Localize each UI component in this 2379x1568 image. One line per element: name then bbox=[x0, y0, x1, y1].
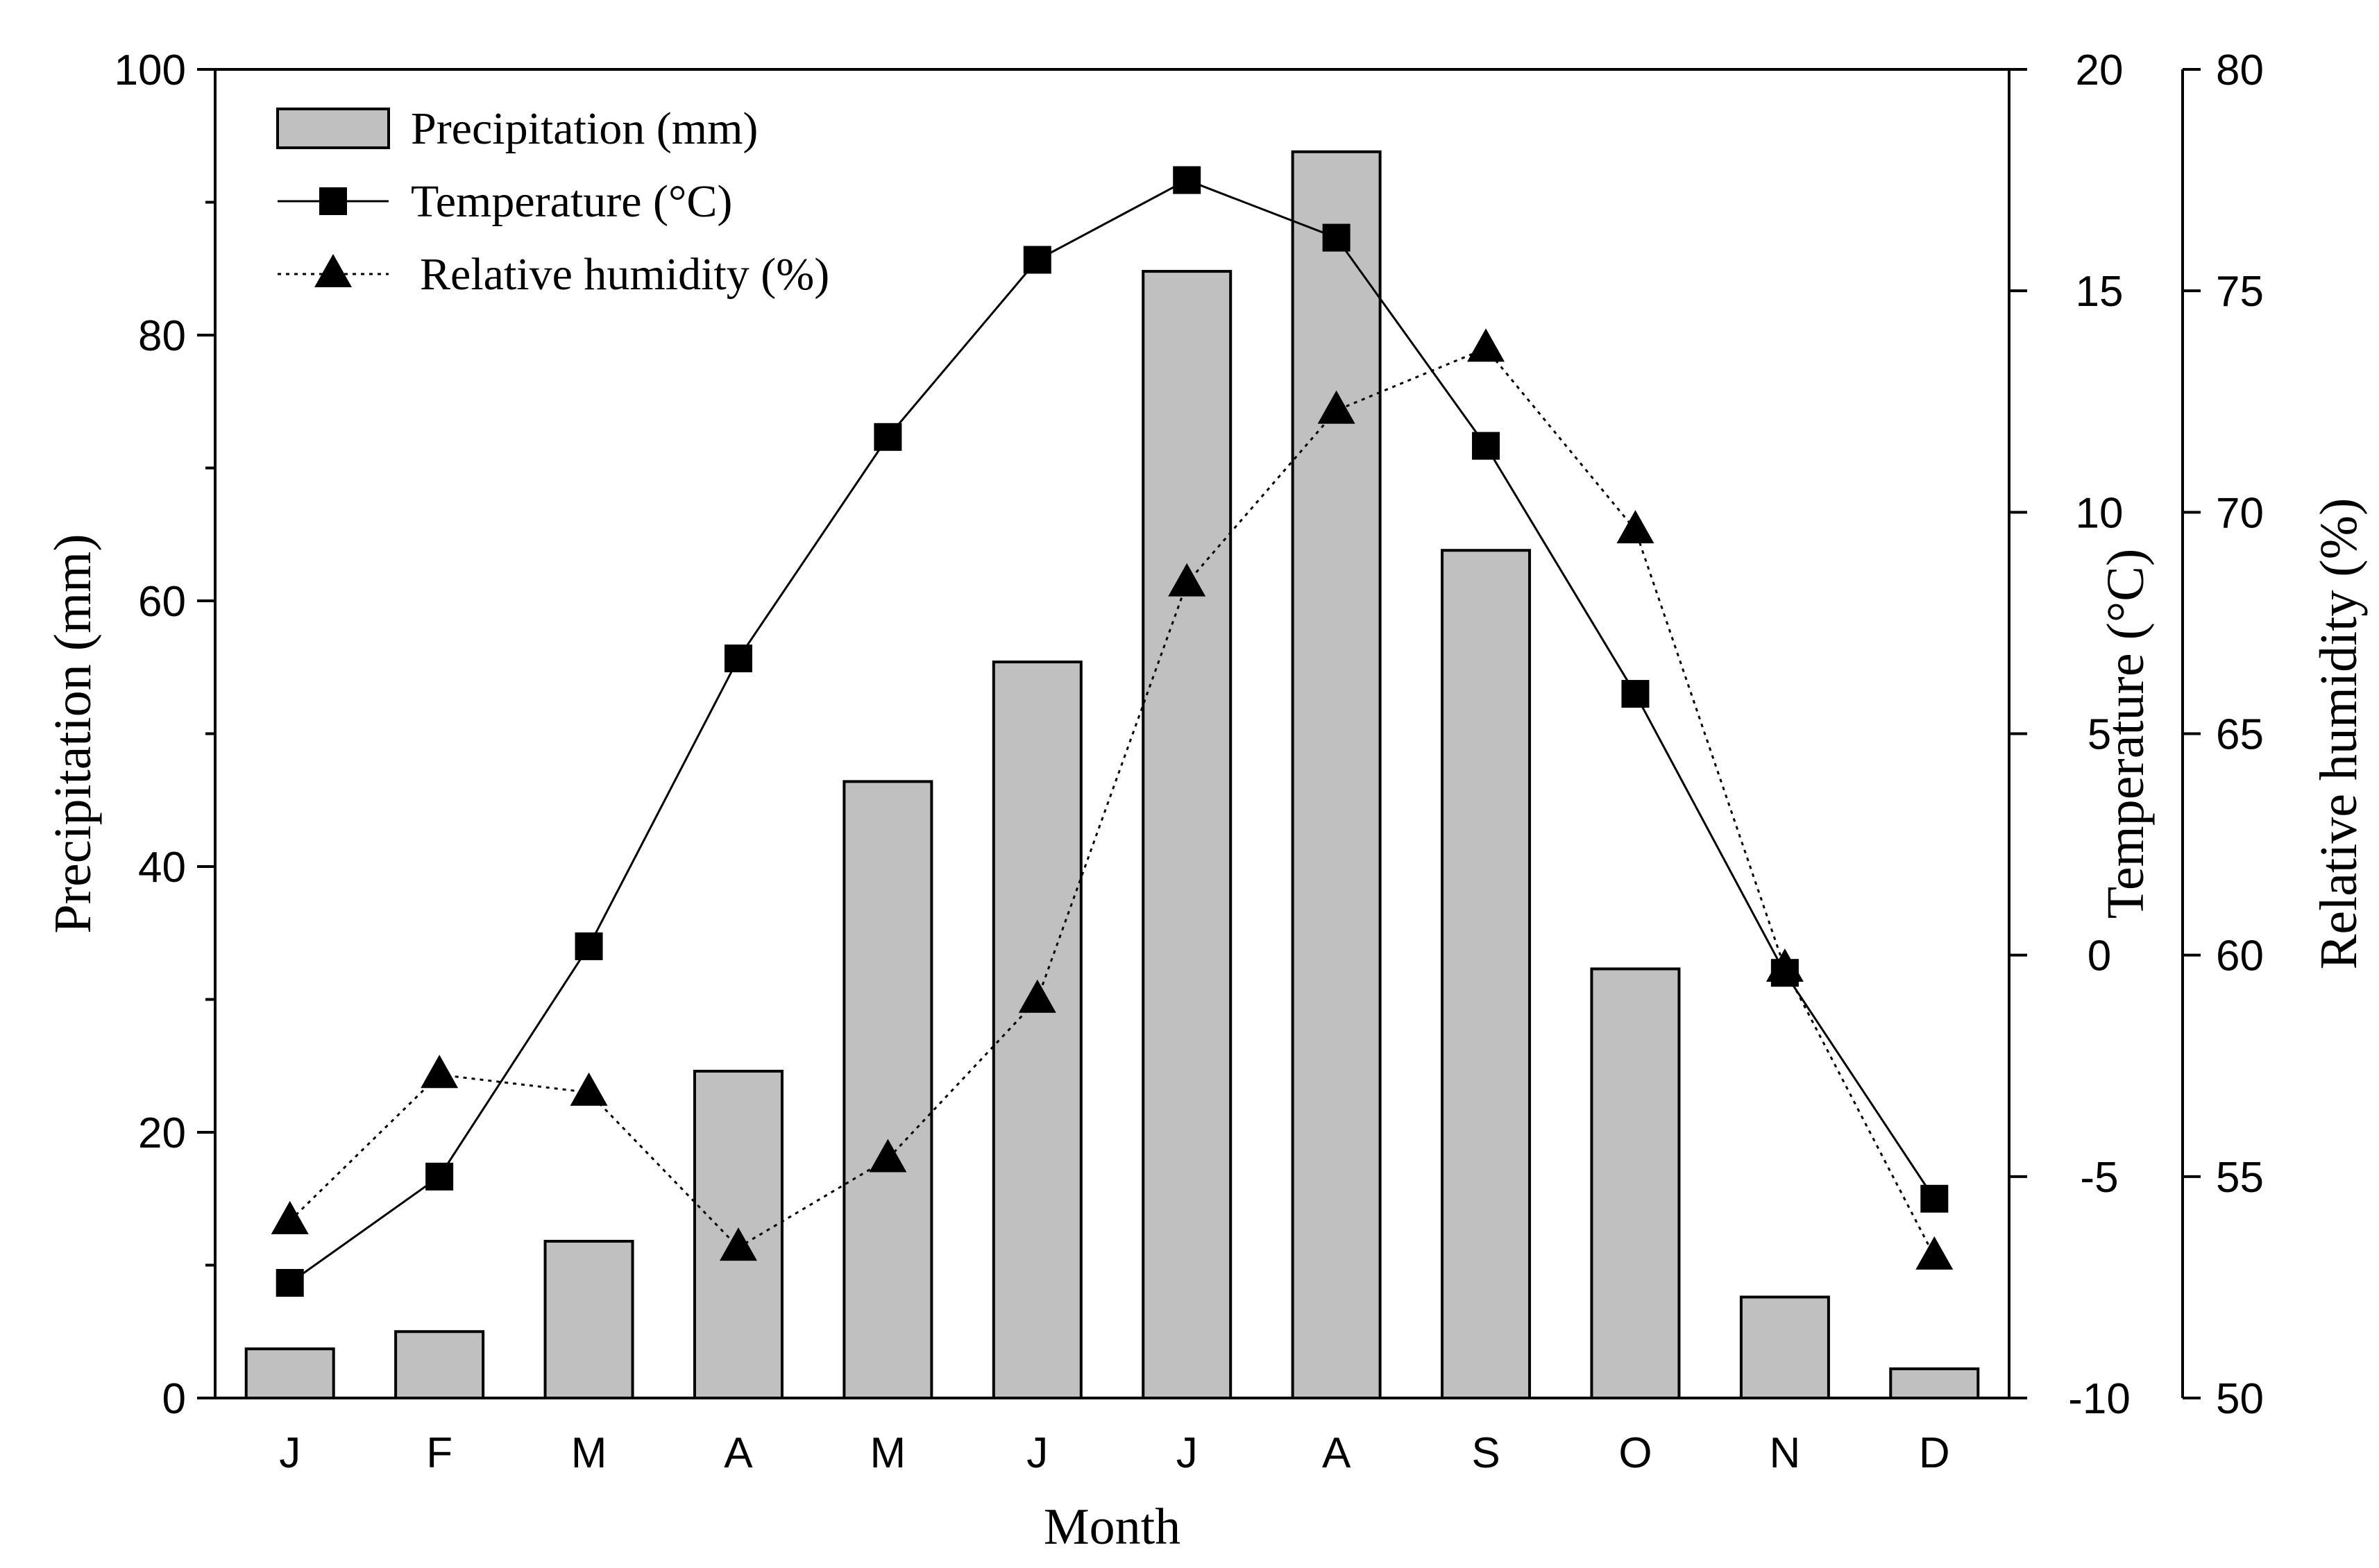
temperature-marker-1 bbox=[276, 1269, 304, 1297]
precipitation-tick-label: 40 bbox=[138, 844, 186, 892]
precipitation-tick-label: 0 bbox=[162, 1375, 186, 1423]
humidity-marker-11 bbox=[1766, 948, 1804, 982]
temperature-tick-label: 10 bbox=[2076, 489, 2124, 537]
precipitation-bar-12 bbox=[1889, 1367, 1980, 1399]
month-tick-label: J bbox=[1176, 1429, 1198, 1477]
precipitation-bar-6 bbox=[992, 661, 1083, 1400]
legend-precipitation-label: Precipitation (mm) bbox=[411, 103, 758, 154]
temperature-tick-label: 0 bbox=[2088, 932, 2111, 980]
temperature-marker-6 bbox=[1023, 246, 1051, 274]
month-tick-label: M bbox=[571, 1429, 607, 1477]
humidity-marker-5 bbox=[869, 1139, 907, 1173]
precipitation-bar-1 bbox=[244, 1347, 335, 1400]
precipitation-tick-label: 100 bbox=[115, 46, 186, 94]
month-tick-label: N bbox=[1769, 1429, 1800, 1477]
month-tick-label: D bbox=[1919, 1429, 1950, 1477]
precipitation-axis-title: Precipitation (mm) bbox=[44, 534, 102, 933]
month-tick-label: O bbox=[1618, 1429, 1652, 1477]
temperature-marker-8 bbox=[1322, 223, 1351, 252]
month-tick-label: J bbox=[1026, 1429, 1048, 1477]
temperature-tick-label: 20 bbox=[2076, 46, 2124, 94]
humidity-marker-9 bbox=[1467, 328, 1505, 362]
humidity-marker-7 bbox=[1168, 563, 1206, 597]
temperature-marker-7 bbox=[1173, 166, 1201, 194]
legend-humidity-marker bbox=[314, 254, 352, 287]
x-axis-title: Month bbox=[1044, 1499, 1180, 1556]
legend-temperature-label: Temperature (°C) bbox=[411, 176, 732, 227]
temperature-tick-label: 15 bbox=[2076, 268, 2124, 316]
humidity-tick-label: 60 bbox=[2216, 932, 2264, 980]
temperature-axis-title: Temperature (°C) bbox=[2097, 549, 2155, 919]
precipitation-bar-11 bbox=[1739, 1295, 1830, 1399]
month-tick-label: F bbox=[426, 1429, 452, 1477]
humidity-tick-label: 70 bbox=[2216, 489, 2264, 537]
precipitation-bar-5 bbox=[843, 780, 933, 1399]
precipitation-bar-3 bbox=[543, 1240, 634, 1400]
precipitation-tick-label: 20 bbox=[138, 1109, 186, 1157]
temperature-marker-2 bbox=[425, 1162, 454, 1191]
month-tick-label: S bbox=[1471, 1429, 1500, 1477]
precipitation-bar-9 bbox=[1441, 549, 1532, 1399]
humidity-marker-8 bbox=[1317, 390, 1355, 424]
temperature-tick-label: 5 bbox=[2088, 711, 2111, 759]
precipitation-tick-label: 80 bbox=[138, 312, 186, 360]
temperature-line bbox=[289, 178, 1936, 1284]
month-tick-label: A bbox=[724, 1429, 753, 1477]
temperature-marker-3 bbox=[575, 932, 603, 960]
humidity-tick-label: 65 bbox=[2216, 711, 2264, 759]
temperature-tick-label: -10 bbox=[2068, 1375, 2131, 1423]
precipitation-tick-label: 60 bbox=[138, 578, 186, 626]
temperature-marker-9 bbox=[1472, 432, 1500, 460]
temperature-marker-12 bbox=[1920, 1184, 1949, 1213]
legend-precipitation-swatch bbox=[276, 108, 390, 149]
humidity-marker-12 bbox=[1915, 1236, 1954, 1270]
temperature-marker-5 bbox=[874, 423, 902, 451]
legend-humidity-label: Relative humidity (%) bbox=[420, 249, 829, 300]
humidity-marker-6 bbox=[1018, 979, 1056, 1013]
humidity-marker-2 bbox=[421, 1055, 459, 1089]
humidity-line bbox=[289, 347, 1936, 1257]
humidity-marker-4 bbox=[719, 1227, 757, 1261]
temperature-marker-10 bbox=[1621, 680, 1650, 708]
humidity-marker-10 bbox=[1616, 510, 1654, 544]
humidity-tick-label: 80 bbox=[2216, 46, 2264, 94]
humidity-tick-label: 50 bbox=[2216, 1375, 2264, 1423]
humidity-tick-label: 75 bbox=[2216, 268, 2264, 316]
month-tick-label: M bbox=[870, 1429, 906, 1477]
legend-temperature-marker bbox=[319, 187, 347, 215]
precipitation-bar-2 bbox=[394, 1330, 485, 1399]
month-tick-label: J bbox=[279, 1429, 300, 1477]
month-tick-label: A bbox=[1322, 1429, 1351, 1477]
precipitation-bar-7 bbox=[1142, 270, 1233, 1400]
humidity-marker-1 bbox=[271, 1200, 309, 1234]
humidity-marker-3 bbox=[570, 1072, 608, 1106]
precipitation-bar-8 bbox=[1291, 150, 1382, 1400]
humidity-tick-label: 55 bbox=[2216, 1154, 2264, 1202]
temperature-marker-4 bbox=[724, 644, 752, 672]
precipitation-bar-10 bbox=[1590, 967, 1681, 1399]
humidity-axis-title: Relative humidity (%) bbox=[2310, 498, 2368, 970]
temperature-tick-label: -5 bbox=[2080, 1154, 2118, 1202]
